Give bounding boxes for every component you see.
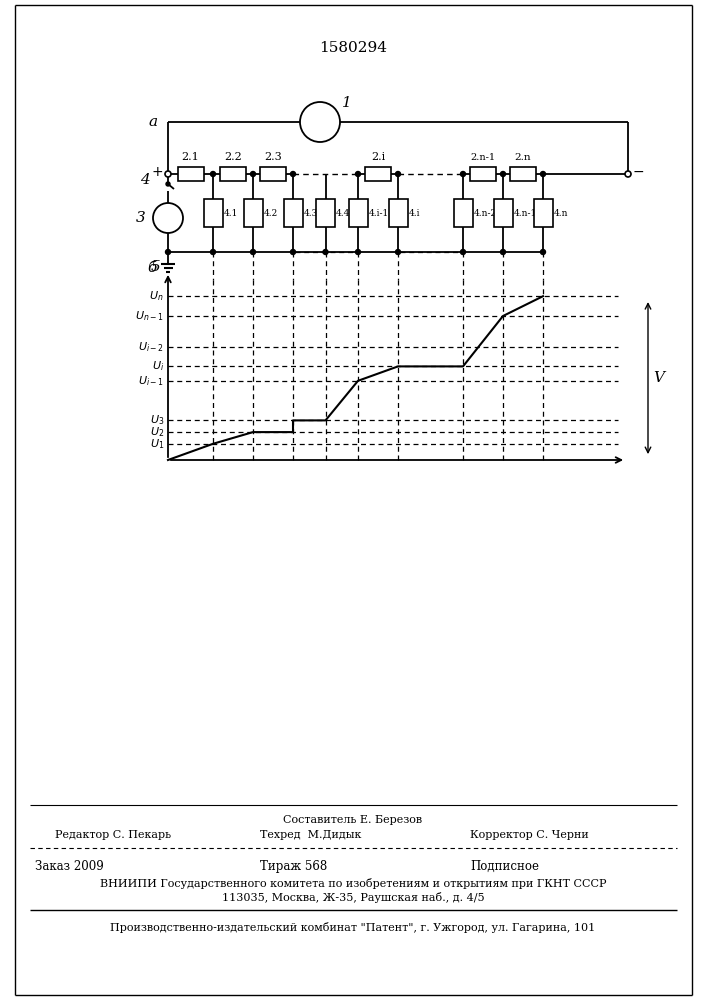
Circle shape [166, 182, 170, 186]
Circle shape [460, 249, 465, 254]
Text: Редактор С. Пекарь: Редактор С. Пекарь [55, 830, 171, 840]
Text: 2.2: 2.2 [224, 152, 242, 162]
Text: Техред  М.Дидык: Техред М.Дидык [260, 830, 361, 840]
Text: 4.1: 4.1 [223, 209, 238, 218]
Text: A: A [163, 211, 173, 225]
Text: 5: 5 [151, 260, 160, 274]
Text: 1: 1 [342, 96, 352, 110]
Text: 4.n-1: 4.n-1 [513, 209, 537, 218]
Circle shape [165, 171, 171, 177]
Circle shape [165, 249, 170, 254]
Text: 4.i-1: 4.i-1 [368, 209, 389, 218]
Text: $U_{i-1}$: $U_{i-1}$ [138, 374, 164, 388]
Text: 113035, Москва, Ж-35, Раушская наб., д. 4/5: 113035, Москва, Ж-35, Раушская наб., д. … [222, 892, 484, 903]
Text: $U_3$: $U_3$ [150, 414, 164, 427]
Text: 1580294: 1580294 [319, 41, 387, 55]
Text: 4.3: 4.3 [303, 209, 317, 218]
Bar [365, 167, 391, 181]
Text: 2.i: 2.i [371, 152, 385, 162]
Circle shape [395, 249, 400, 254]
Bar [177, 167, 204, 181]
Bar [349, 199, 368, 227]
Text: V: V [653, 371, 664, 385]
Circle shape [501, 172, 506, 176]
Text: $U_n$: $U_n$ [149, 289, 164, 303]
Circle shape [291, 172, 296, 176]
Text: Подписное: Подписное [470, 860, 539, 873]
Text: $U_2$: $U_2$ [150, 425, 164, 439]
Text: Тираж 568: Тираж 568 [260, 860, 327, 873]
Circle shape [625, 171, 631, 177]
Text: 2.1: 2.1 [182, 152, 199, 162]
Circle shape [153, 203, 183, 233]
Bar [453, 199, 472, 227]
Text: $U_{n-1}$: $U_{n-1}$ [135, 309, 164, 323]
Circle shape [540, 172, 546, 176]
Circle shape [211, 172, 216, 176]
Text: 4.2: 4.2 [264, 209, 278, 218]
Circle shape [291, 249, 296, 254]
Bar [493, 199, 513, 227]
Bar [260, 167, 286, 181]
Bar [284, 199, 303, 227]
Bar [470, 167, 496, 181]
Text: 4.4: 4.4 [336, 209, 351, 218]
Bar [534, 199, 552, 227]
Circle shape [460, 172, 465, 176]
Text: 2.3: 2.3 [264, 152, 282, 162]
Circle shape [300, 102, 340, 142]
Text: Производственно-издательский комбинат "Патент", г. Ужгород, ул. Гагарина, 101: Производственно-издательский комбинат "П… [110, 922, 595, 933]
Text: Составитель Е. Березов: Составитель Е. Березов [284, 815, 423, 825]
Bar [510, 167, 536, 181]
Text: −: − [633, 165, 645, 179]
Text: a: a [149, 115, 158, 129]
Text: 4: 4 [140, 173, 150, 187]
Text: 4.n-2: 4.n-2 [474, 209, 496, 218]
Text: Заказ 2009: Заказ 2009 [35, 860, 104, 873]
Bar [243, 199, 262, 227]
Text: $U_i$: $U_i$ [152, 360, 164, 373]
Circle shape [250, 172, 255, 176]
Circle shape [211, 249, 216, 254]
Text: $U_{i-2}$: $U_{i-2}$ [138, 340, 164, 354]
Circle shape [356, 249, 361, 254]
Text: $U_1$: $U_1$ [150, 437, 164, 451]
Text: 4.i: 4.i [409, 209, 420, 218]
Circle shape [323, 249, 328, 254]
Circle shape [501, 249, 506, 254]
Circle shape [356, 172, 361, 176]
Text: 2.n: 2.n [515, 153, 532, 162]
Text: Корректор С. Черни: Корректор С. Черни [470, 830, 589, 840]
Text: +: + [151, 165, 163, 179]
Circle shape [540, 249, 546, 254]
Text: 4.n: 4.n [554, 209, 568, 218]
Text: 2.n-1: 2.n-1 [470, 153, 496, 162]
Bar [389, 199, 407, 227]
Bar [220, 167, 246, 181]
Text: б: б [147, 261, 156, 275]
Bar [204, 199, 223, 227]
Text: 3: 3 [136, 211, 146, 225]
Circle shape [395, 172, 400, 176]
Circle shape [250, 249, 255, 254]
Text: ВНИИПИ Государственного комитета по изобретениям и открытиям при ГКНТ СССР: ВНИИПИ Государственного комитета по изоб… [100, 878, 606, 889]
Bar [316, 199, 335, 227]
